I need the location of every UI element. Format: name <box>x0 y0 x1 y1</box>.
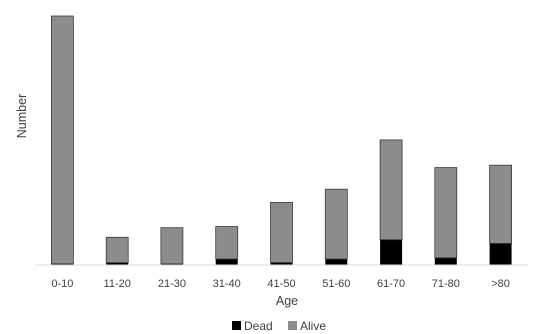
x-tick-label: 31-40 <box>213 278 241 290</box>
x-tick-label: >80 <box>491 278 510 290</box>
bar-dead-7 <box>380 239 403 265</box>
legend-swatch-alive <box>288 321 297 330</box>
bar-dead-2 <box>106 262 129 265</box>
bar-alive-7 <box>379 139 403 241</box>
x-axis-title: Age <box>276 294 298 308</box>
x-tick-label: 41-50 <box>267 278 295 290</box>
y-axis-title: Number <box>15 94 29 138</box>
bar-alive-8 <box>434 167 458 259</box>
x-tick-label: 21-30 <box>158 278 186 290</box>
legend: Dead Alive <box>232 319 326 333</box>
legend-label-alive: Alive <box>300 319 326 333</box>
bar-dead-8 <box>434 257 457 265</box>
bar-dead-5 <box>270 262 293 265</box>
bar-dead-9 <box>489 243 512 265</box>
bar-alive-3 <box>160 227 184 265</box>
bar-alive-9 <box>489 164 513 244</box>
x-tick-label: 11-20 <box>104 278 131 290</box>
bar-dead-3 <box>160 263 183 265</box>
bar-dead-4 <box>215 259 238 265</box>
bar-alive-5 <box>270 201 293 263</box>
legend-swatch-dead <box>232 321 241 330</box>
bars-group <box>51 15 513 265</box>
bar-dead-6 <box>325 259 348 265</box>
x-tick-label: 71-80 <box>432 278 460 290</box>
x-tick-label: 0-10 <box>51 278 73 290</box>
bar-dead-1 <box>51 263 74 265</box>
bar-alive-6 <box>324 188 348 260</box>
x-tick-label: 61-70 <box>377 278 405 290</box>
x-tick-label: 51-60 <box>322 278 350 290</box>
bar-alive-4 <box>215 226 239 260</box>
x-tick-labels: 0-10 11-20 21-30 31-40 41-50 51-60 61-70 71-80 >… <box>51 278 510 290</box>
bar-alive-2 <box>105 236 129 264</box>
bar-alive-1 <box>51 15 74 265</box>
legend-label-dead: Dead <box>244 319 273 333</box>
